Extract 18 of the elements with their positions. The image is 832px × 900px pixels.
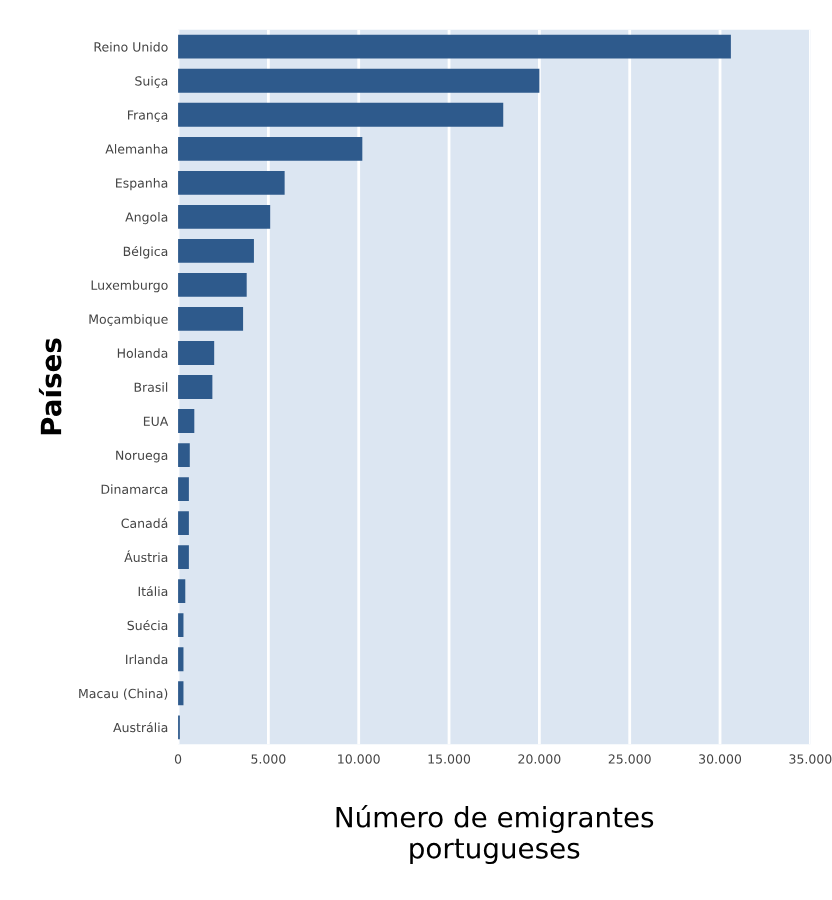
- bar: [178, 204, 271, 229]
- bar: [178, 307, 244, 331]
- bar: [178, 375, 213, 399]
- bar: [178, 341, 215, 365]
- bar: [178, 443, 190, 467]
- bar: [178, 273, 247, 297]
- x-axis-title: Número de emigrantes portugueses: [336, 805, 654, 865]
- bar: [178, 34, 731, 59]
- bar: [178, 409, 195, 433]
- bar: [178, 68, 540, 93]
- bar: [178, 545, 189, 570]
- bar: [178, 511, 189, 536]
- y-axis-title: Países: [38, 338, 62, 435]
- bar: [178, 136, 363, 161]
- bar: [178, 102, 504, 127]
- bar: [178, 477, 189, 501]
- bar: [178, 170, 285, 195]
- bar: [178, 238, 254, 263]
